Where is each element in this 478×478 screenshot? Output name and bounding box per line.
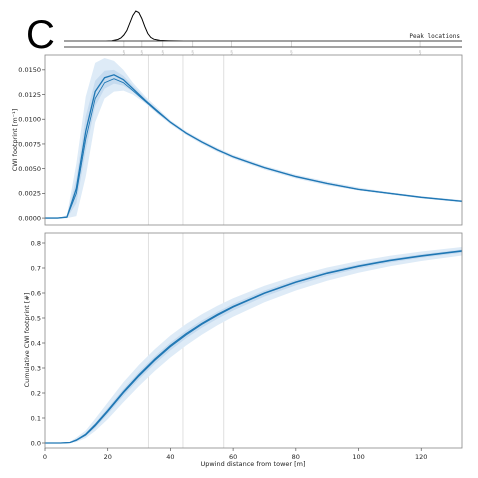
peak-marker-glyph: §	[230, 50, 233, 56]
peak-markers: § § § § § § §	[123, 41, 422, 56]
panel-letter: C	[26, 13, 55, 57]
peak-marker-glyph: §	[162, 50, 165, 56]
y-tick-label: 0.0125	[18, 91, 41, 99]
x-axis-label: Upwind distance from tower [m]	[200, 460, 305, 468]
y-tick-label: 0.0000	[18, 214, 41, 222]
y-tick-label: 0.4	[31, 339, 41, 347]
x-tick-label: 20	[104, 453, 112, 461]
peak-distribution-line	[64, 10, 462, 42]
peak-marker-glyph: §	[141, 50, 144, 56]
y-tick-label: 0.0	[31, 439, 41, 447]
y-tick-label: 0.3	[31, 364, 41, 372]
footprint-panel: 0.0000 0.0025 0.0050 0.0075 0.0100 0.0125 0.01…	[11, 54, 463, 226]
x-tick-label: 120	[415, 453, 427, 461]
y-tick-label: 0.0050	[18, 165, 41, 173]
cumulative-lines	[45, 250, 463, 444]
cumulative-y-ticks: 0.0 0.1 0.2 0.3 0.4 0.5 0.6 0.7 0.8	[31, 239, 45, 447]
footprint-frame	[44, 54, 463, 226]
x-tick-label: 100	[352, 453, 364, 461]
y-tick-label: 0.6	[31, 289, 41, 297]
footprint-y-ticks: 0.0000 0.0025 0.0050 0.0075 0.0100 0.0125 0.01…	[18, 66, 45, 222]
x-tick-label: 40	[166, 453, 174, 461]
y-tick-label: 0.2	[31, 389, 41, 397]
series-line	[45, 74, 463, 219]
y-tick-label: 0.0025	[18, 190, 41, 198]
x-tick-label: 60	[229, 453, 237, 461]
series-line	[45, 250, 463, 444]
x-tick-label: 80	[292, 453, 300, 461]
y-tick-label: 0.7	[31, 264, 41, 272]
y-tick-label: 0.1	[31, 414, 41, 422]
y-tick-label: 0.5	[31, 314, 41, 322]
cumulative-panel: 0.0 0.1 0.2 0.3 0.4 0.5 0.6 0.7 0.8 0 20 40 60 80 100…	[23, 232, 463, 468]
cumulative-x-ticks: 0 20 40 60 80 100 120	[43, 448, 427, 461]
series-line	[45, 78, 463, 219]
peak-marker-glyph: §	[191, 50, 194, 56]
peak-marker-glyph: §	[419, 50, 422, 56]
peak-marker-glyph: §	[123, 50, 126, 56]
y-tick-label: 0.0100	[18, 116, 41, 124]
footprint-lines	[45, 74, 463, 219]
cumulative-inner-band	[45, 249, 462, 443]
y-tick-label: 0.0150	[18, 66, 41, 74]
cumulative-y-label: Cumulative CWI footprint [#]	[23, 293, 31, 388]
cumulative-frame	[44, 232, 463, 449]
footprint-y-label: CWI footprint [m⁻¹]	[11, 109, 19, 172]
y-tick-label: 0.0075	[18, 140, 41, 148]
peak-marker-glyph: §	[290, 50, 293, 56]
footprint-vlines	[147, 55, 225, 225]
peak-strip: § § § § § § § Peak locations	[64, 10, 462, 56]
x-tick-label: 0	[43, 453, 47, 461]
peak-locations-label: Peak locations	[409, 33, 460, 40]
y-tick-label: 0.8	[31, 239, 41, 247]
